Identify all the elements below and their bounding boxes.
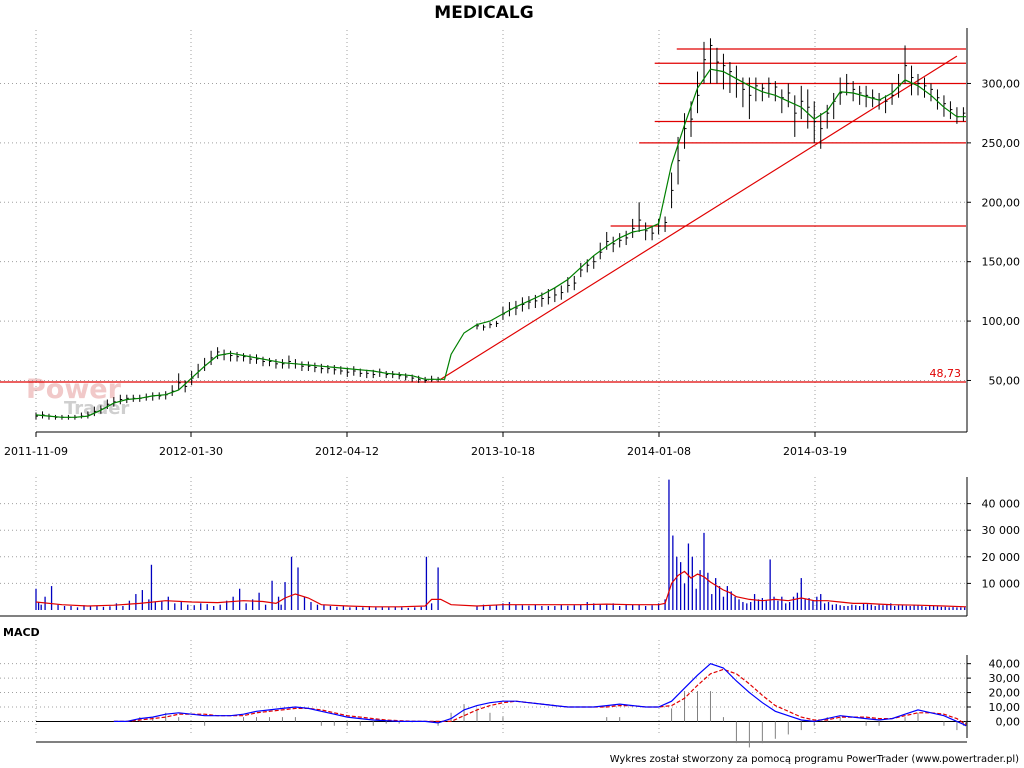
volume-average (35, 570, 967, 608)
volume-y-tick-label: 10 000 (982, 577, 1021, 590)
price-y-tick-label: 200,00 (982, 196, 1021, 209)
macd-y-tick-label: 40,00 (989, 658, 1021, 671)
x-tick-label: 2012-04-12 (315, 445, 379, 458)
price-y-tick-label: 150,00 (982, 256, 1021, 269)
powertrader-watermark: Power Trader (26, 374, 129, 419)
trend-line (440, 55, 958, 380)
macd-y-tick-label: 10,00 (989, 701, 1021, 714)
macd-lines (113, 663, 967, 748)
volume-y-tick-label: 20 000 (982, 551, 1021, 564)
macd-y-tick-label: 0,00 (996, 715, 1021, 728)
macd-y-tick-label: 30,00 (989, 672, 1021, 685)
volume-y-tick-label: 40 000 (982, 498, 1021, 511)
price-candles (35, 38, 966, 420)
x-tick-label: 2011-11-09 (4, 445, 68, 458)
volume-y-tick-label: 30 000 (982, 524, 1021, 537)
volume-bars (35, 479, 966, 610)
macd-y-tick-label: 20,00 (989, 687, 1021, 700)
footer-credit: Wykres został stworzony za pomocą progra… (610, 754, 1019, 765)
price-y-tick-label: 250,00 (982, 137, 1021, 150)
volume-average-line (35, 570, 967, 608)
axis-labels: 2011-11-09 2012-01-30 2012-04-12 2013-10-18… (4, 77, 1020, 728)
watermark-text-power: Power (26, 374, 122, 405)
price-y-tick-label: 50,00 (989, 374, 1021, 387)
x-tick-label: 2014-01-08 (627, 445, 691, 458)
last-price-label: 48,73 (930, 367, 962, 380)
moving-average-line (35, 68, 966, 418)
x-tick-label: 2014-03-19 (783, 445, 847, 458)
price-moving-average (35, 68, 966, 418)
x-tick-label: 2013-10-18 (471, 445, 535, 458)
macd-panel-title: MACD (3, 626, 40, 639)
grid-lines (0, 30, 967, 736)
macd-line (113, 663, 967, 727)
x-tick-label: 2012-01-30 (159, 445, 223, 458)
chart-title: MEDICALG (434, 3, 533, 23)
price-y-tick-label: 100,00 (982, 315, 1021, 328)
price-y-tick-label: 300,00 (982, 77, 1021, 90)
price-levels (0, 48, 966, 383)
price-axes (0, 28, 971, 743)
